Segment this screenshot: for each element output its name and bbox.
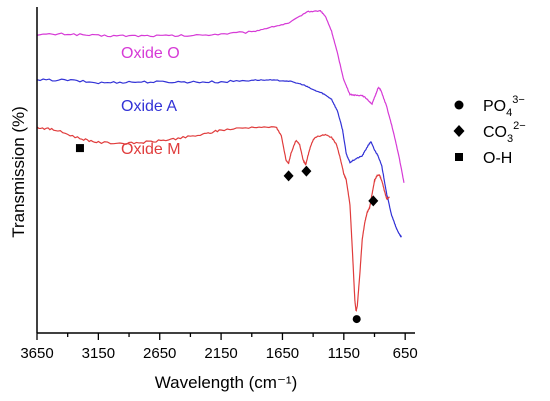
y-axis-title: Transmission (%) xyxy=(9,106,28,238)
legend-diamond-icon xyxy=(453,125,465,137)
plot-area xyxy=(36,9,405,312)
x-tick-label: 2150 xyxy=(204,345,237,362)
x-tick-label: 650 xyxy=(393,345,418,362)
x-tick-label: 1150 xyxy=(328,345,360,362)
oh-marker-icon xyxy=(75,144,84,153)
legend-square-icon xyxy=(455,153,463,161)
x-ticks: 3650 3150 2650 2150 1650 1150 650 xyxy=(20,333,418,362)
series-label-oxide-m: Oxide M xyxy=(121,141,181,158)
peak-markers xyxy=(75,144,379,324)
series-line-oxide-o xyxy=(36,9,405,183)
series-label-oxide-o: Oxide O xyxy=(121,45,180,62)
legend-label-phosphate: PO43− xyxy=(483,94,525,119)
legend-circle-icon xyxy=(454,100,464,110)
series-label-oxide-a: Oxide A xyxy=(121,98,177,115)
carbonate-marker-icon xyxy=(368,195,379,207)
carbonate-marker-icon xyxy=(301,165,312,177)
series-line-oxide-a xyxy=(36,78,403,238)
phosphate-marker-icon xyxy=(352,315,361,324)
x-axis-title: Wavelength (cm⁻¹) xyxy=(155,373,297,392)
legend-label-oh: O-H xyxy=(483,150,512,167)
series-line-oxide-m xyxy=(36,126,390,312)
legend-label-carbonate: CO32− xyxy=(483,120,526,145)
x-tick-label: 3150 xyxy=(82,345,115,362)
legend: PO43− CO32− O-H xyxy=(453,94,526,167)
x-tick-label: 2650 xyxy=(143,345,176,362)
x-tick-label: 1650 xyxy=(266,345,299,362)
x-tick-label: 3650 xyxy=(20,345,53,362)
carbonate-marker-icon xyxy=(283,170,294,182)
